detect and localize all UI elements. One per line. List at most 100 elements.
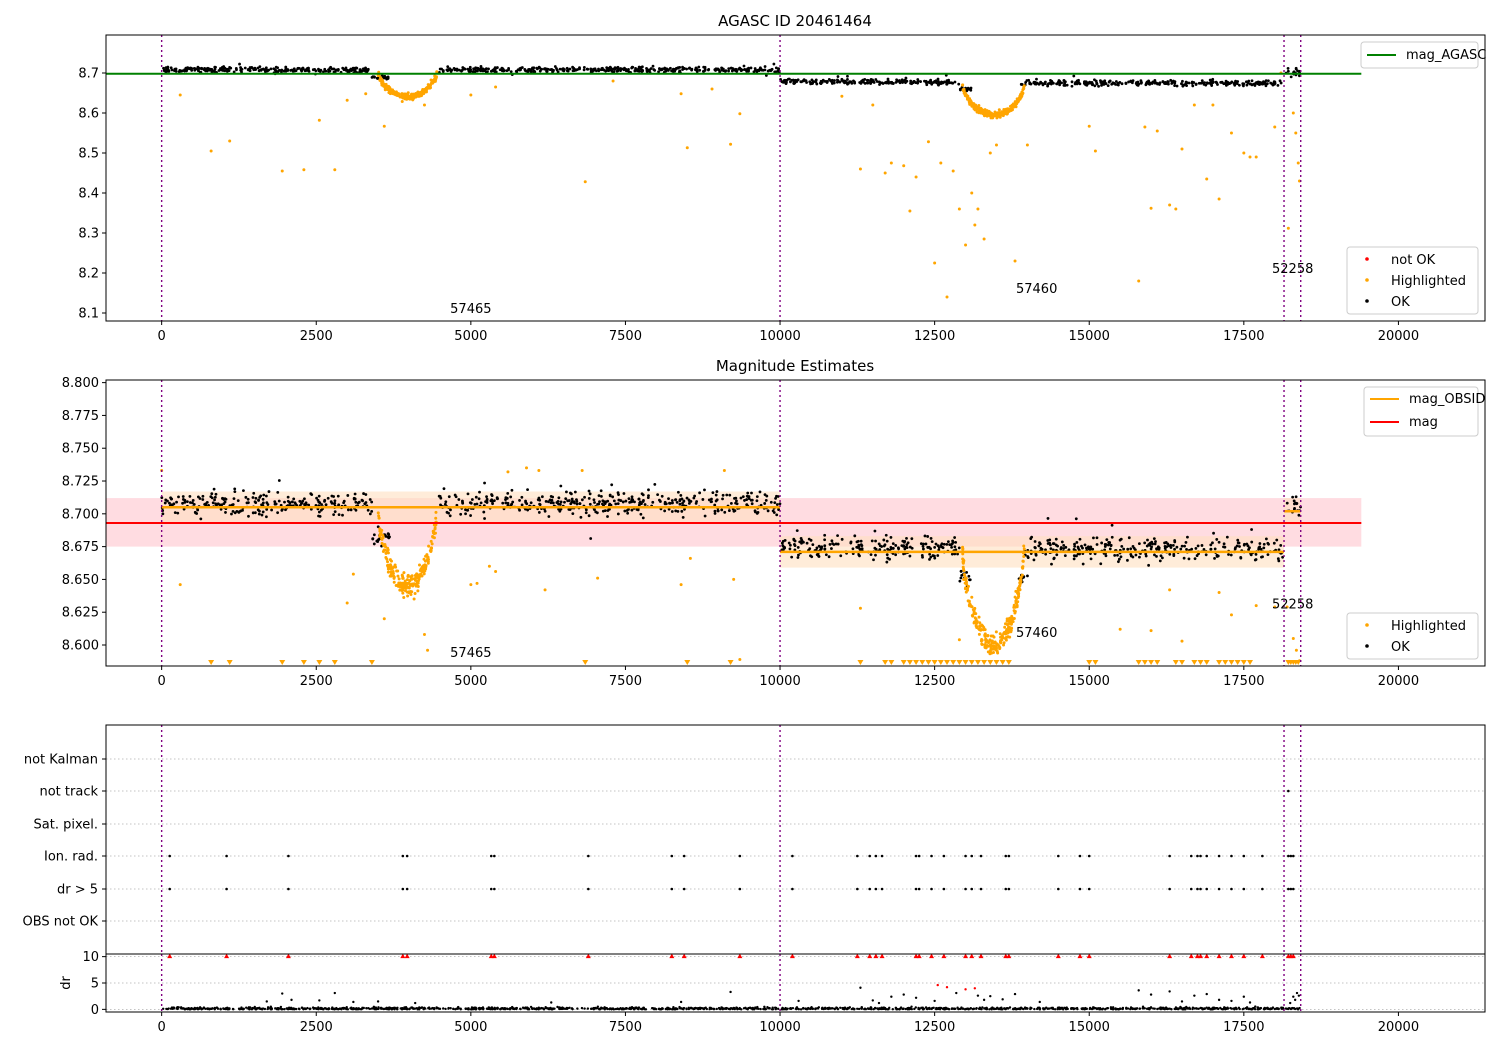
data-point [884, 533, 888, 537]
data-point [656, 493, 660, 497]
legend-ok-marker [1365, 644, 1369, 648]
data-point [1019, 93, 1023, 97]
panel1-legend-top: mag_AGASC [1360, 41, 1486, 69]
data-point [909, 79, 913, 83]
data-point [500, 69, 504, 73]
data-point [317, 69, 321, 73]
data-point [555, 68, 559, 72]
data-point [414, 582, 418, 586]
flag-marker [1189, 854, 1193, 858]
data-point [372, 533, 376, 537]
data-point [464, 512, 467, 516]
data-point [333, 501, 337, 505]
data-point [988, 151, 992, 155]
data-point [771, 509, 775, 513]
below-axis-marker [1216, 660, 1223, 665]
data-point [980, 642, 984, 646]
data-point [1046, 517, 1050, 520]
data-point [1144, 83, 1148, 87]
data-point [1169, 546, 1173, 549]
data-point [405, 92, 409, 96]
data-point [244, 495, 248, 499]
data-point [940, 80, 943, 84]
data-point [606, 515, 609, 518]
data-point [924, 81, 928, 85]
data-point [1153, 81, 1157, 85]
data-point [1209, 547, 1213, 551]
data-point [1254, 155, 1258, 159]
data-point [869, 82, 873, 85]
data-point [904, 81, 907, 85]
data-point [926, 140, 930, 144]
data-point [1175, 84, 1179, 88]
data-point [273, 500, 277, 504]
data-point [1012, 603, 1016, 607]
data-point [494, 570, 498, 574]
data-point [163, 69, 167, 72]
data-point [1147, 79, 1151, 83]
data-point [168, 501, 171, 505]
data-point [267, 68, 271, 72]
data-point [874, 553, 877, 557]
y-tick-label: 8.775 [62, 409, 99, 424]
data-point [587, 489, 591, 493]
data-point [529, 501, 533, 505]
data-point [1076, 552, 1080, 556]
data-point [1117, 557, 1121, 561]
data-point [544, 500, 548, 503]
data-point [1191, 84, 1195, 88]
dr-point [1073, 1007, 1077, 1010]
data-point [972, 106, 976, 110]
data-point [625, 509, 629, 512]
data-point [1247, 548, 1250, 551]
flag-marker [917, 887, 921, 891]
flag-marker [791, 854, 794, 858]
data-point [183, 498, 187, 502]
data-point [886, 77, 890, 81]
below-axis-marker [956, 660, 963, 665]
dr-point [1109, 1007, 1113, 1011]
data-point [1070, 80, 1074, 84]
dr-point [1091, 1006, 1095, 1009]
data-point [710, 500, 713, 504]
data-point [265, 501, 269, 505]
x-tick-label: 12500 [914, 674, 955, 689]
y-tick-label: 8.625 [62, 606, 99, 621]
data-point [324, 503, 328, 507]
y-tick-label: 8.725 [62, 475, 99, 490]
flag-row-label: not track [39, 785, 98, 800]
data-point [879, 81, 883, 85]
data-point [248, 67, 252, 71]
data-point [396, 574, 400, 578]
data-point [985, 111, 989, 115]
data-point [971, 614, 975, 618]
panel2-frame [105, 379, 1486, 667]
data-point [707, 498, 711, 502]
data-point [860, 547, 864, 551]
data-point [1151, 542, 1155, 546]
data-point [383, 74, 387, 78]
data-point [869, 553, 873, 557]
data-point [257, 499, 260, 502]
data-point [633, 500, 636, 504]
dr-point [1114, 1007, 1118, 1011]
dr-point [1020, 1007, 1024, 1010]
dr-point [556, 1005, 559, 1009]
data-point [458, 68, 461, 72]
data-point [1139, 79, 1143, 83]
data-point [750, 502, 754, 506]
legend-not-ok-label: not OK [1391, 253, 1436, 268]
data-point [196, 508, 200, 512]
data-point [387, 84, 391, 88]
data-point [830, 547, 833, 550]
data-point [622, 492, 626, 495]
data-point [276, 66, 279, 70]
data-point [280, 169, 284, 173]
data-point [200, 67, 204, 71]
data-point [729, 66, 733, 70]
y-tick-label: 8.4 [78, 187, 99, 202]
data-point [714, 67, 717, 71]
data-point [332, 495, 335, 498]
data-point [564, 497, 568, 501]
dr-point [512, 1007, 515, 1010]
